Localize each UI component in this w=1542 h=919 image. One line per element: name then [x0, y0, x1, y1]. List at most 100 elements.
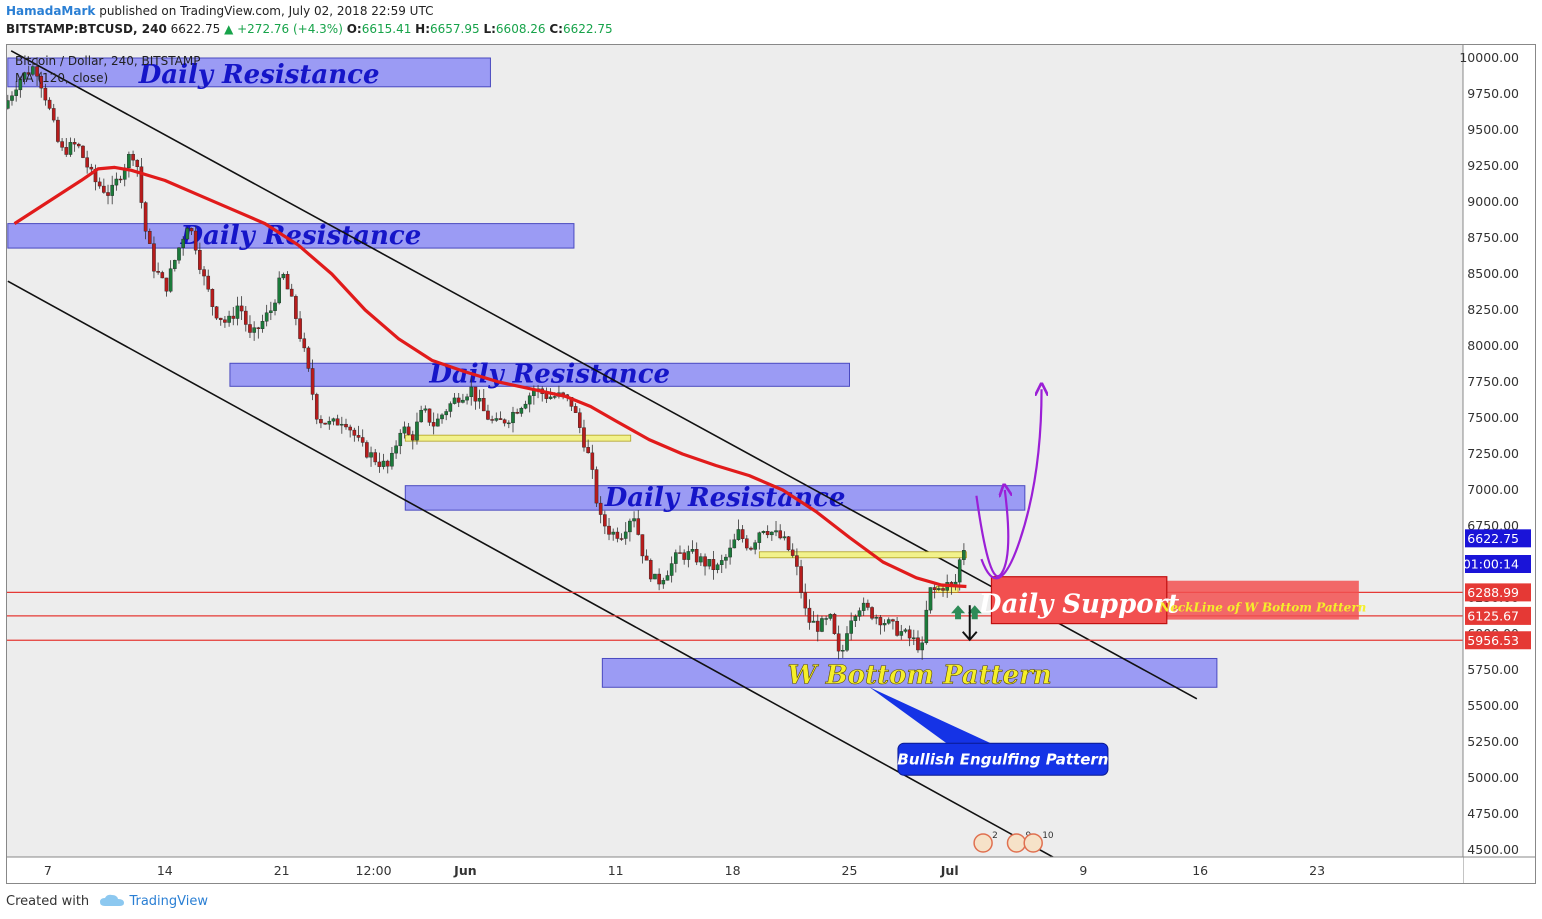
candle-body-176[interactable]	[740, 529, 745, 539]
candle-body-76[interactable]	[323, 422, 327, 425]
candle-body-141[interactable]	[594, 469, 599, 504]
candle-body-172[interactable]	[724, 556, 728, 561]
candle-body-40[interactable]	[173, 259, 177, 269]
candle-body-152[interactable]	[640, 534, 645, 557]
candle-body-109[interactable]	[461, 399, 465, 403]
candle-body-41[interactable]	[177, 247, 181, 261]
ma-120-line[interactable]	[13, 165, 967, 589]
candle-body-168[interactable]	[707, 559, 712, 567]
candle-body-143[interactable]	[603, 514, 607, 527]
candle-body-64[interactable]	[273, 302, 277, 311]
economic-event-icon-0[interactable]	[973, 833, 993, 853]
candle-body-184[interactable]	[774, 530, 778, 533]
candle-body-79[interactable]	[335, 418, 340, 426]
candle-body-91[interactable]	[385, 460, 390, 467]
candle-body-11[interactable]	[51, 108, 56, 121]
candle-body-214[interactable]	[899, 631, 904, 636]
candle-body-77[interactable]	[327, 420, 332, 425]
candle-body-167[interactable]	[703, 556, 707, 567]
candle-body-23[interactable]	[102, 185, 106, 193]
candle-body-131[interactable]	[552, 396, 557, 398]
candle-body-219[interactable]	[920, 642, 924, 651]
candle-body-44[interactable]	[189, 228, 194, 232]
candle-body-150[interactable]	[632, 518, 636, 522]
candle-body-90[interactable]	[381, 460, 386, 467]
candle-body-36[interactable]	[156, 271, 160, 273]
candle-body-192[interactable]	[807, 607, 812, 623]
candle-body-169[interactable]	[711, 559, 716, 571]
candle-body-196[interactable]	[824, 618, 828, 620]
candle-body-123[interactable]	[519, 408, 524, 414]
candle-body-140[interactable]	[590, 452, 595, 470]
candle-body-137[interactable]	[577, 412, 582, 428]
candle-body-4[interactable]	[22, 72, 27, 80]
candle-body-85[interactable]	[360, 437, 365, 443]
candle-body-212[interactable]	[891, 619, 895, 622]
candle-body-16[interactable]	[72, 142, 77, 145]
price-chart[interactable]: Daily Resistance Daily Resistance Daily Re…	[7, 45, 1535, 883]
candle-body-50[interactable]	[214, 306, 219, 319]
candle-body-206[interactable]	[866, 602, 870, 608]
candle-body-139[interactable]	[586, 447, 590, 454]
candle-body-74[interactable]	[314, 394, 319, 420]
candle-body-179[interactable]	[753, 542, 757, 550]
candle-body-54[interactable]	[231, 315, 236, 319]
candle-body-53[interactable]	[227, 315, 231, 323]
candle-body-63[interactable]	[269, 310, 273, 313]
candle-body-228[interactable]	[957, 559, 962, 583]
candle-body-18[interactable]	[81, 145, 85, 158]
candle-body-142[interactable]	[598, 502, 603, 515]
candle-body-49[interactable]	[210, 288, 215, 307]
candle-body-220[interactable]	[924, 609, 929, 644]
candle-body-154[interactable]	[648, 560, 653, 580]
candle-body-149[interactable]	[628, 520, 632, 533]
plot-area[interactable]: Daily Resistance Daily Resistance Daily Re…	[7, 45, 1463, 857]
candle-body-147[interactable]	[619, 538, 624, 540]
candle-body-8[interactable]	[39, 75, 44, 89]
support-zone-extension[interactable]	[1166, 580, 1359, 620]
candle-body-86[interactable]	[365, 442, 369, 458]
time-axis[interactable]: 7 14 21 12:00 Jun 11 18 25 Jul 9 16 23	[7, 856, 1535, 883]
candle-body-177[interactable]	[744, 538, 749, 549]
candle-body-197[interactable]	[828, 613, 833, 619]
support-zone-box[interactable]	[990, 576, 1168, 625]
candle-body-45[interactable]	[193, 230, 198, 251]
candle-body-81[interactable]	[344, 423, 348, 428]
callout-box[interactable]	[897, 742, 1109, 776]
candle-body-229[interactable]	[962, 550, 966, 560]
candle-body-96[interactable]	[406, 426, 411, 435]
candle-body-124[interactable]	[523, 403, 528, 409]
candle-body-194[interactable]	[815, 620, 820, 632]
candle-body-213[interactable]	[895, 620, 899, 636]
chart-frame[interactable]: Daily Resistance Daily Resistance Daily Re…	[6, 44, 1536, 884]
down-arrow-icon[interactable]	[961, 631, 978, 642]
candle-body-188[interactable]	[790, 549, 795, 556]
candle-body-165[interactable]	[694, 549, 699, 563]
candle-body-99[interactable]	[419, 409, 423, 423]
candle-body-203[interactable]	[853, 616, 858, 621]
candle-body-52[interactable]	[223, 319, 227, 323]
neckline-bar-0[interactable]	[404, 434, 632, 442]
up-arrow-icon-1[interactable]	[967, 605, 982, 620]
candle-body-12[interactable]	[56, 119, 60, 142]
candle-body-29[interactable]	[127, 154, 131, 169]
candle-body-61[interactable]	[260, 321, 265, 329]
candle-body-208[interactable]	[874, 617, 879, 619]
candle-body-95[interactable]	[402, 426, 407, 434]
candle-body-104[interactable]	[440, 414, 444, 420]
candle-body-71[interactable]	[302, 338, 307, 349]
price-axis[interactable]: 10000.00 9750.00 9500.00 9250.00 9000.00 8750…	[1459, 45, 1535, 883]
candle-body-9[interactable]	[43, 87, 48, 101]
zone-box-0[interactable]	[7, 57, 491, 88]
candle-body-56[interactable]	[239, 305, 244, 312]
economic-event-icon-2[interactable]	[1023, 833, 1043, 853]
candle-body-144[interactable]	[607, 525, 611, 535]
candle-body-119[interactable]	[502, 419, 507, 424]
candle-body-97[interactable]	[410, 434, 415, 441]
candle-body-30[interactable]	[131, 154, 135, 161]
candle-body-20[interactable]	[89, 166, 94, 170]
candle-body-87[interactable]	[369, 452, 373, 458]
candle-body-216[interactable]	[907, 629, 912, 639]
candle-body-170[interactable]	[715, 564, 720, 571]
candle-body-129[interactable]	[544, 393, 549, 399]
